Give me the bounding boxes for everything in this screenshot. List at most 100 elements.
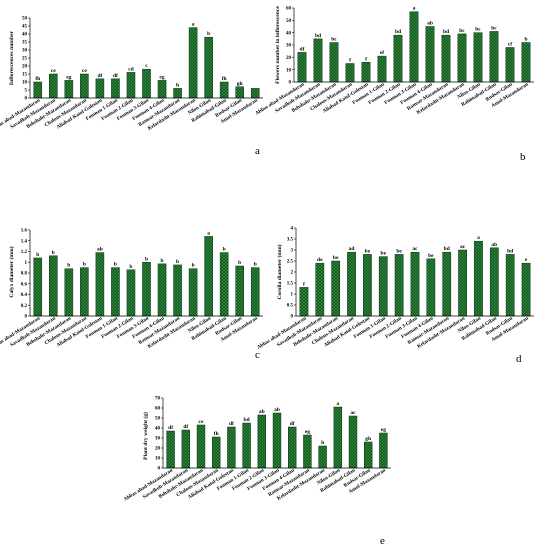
chart-c-bar — [95, 252, 105, 317]
chart-d-bar — [474, 240, 483, 317]
chart-a-bar — [142, 68, 151, 99]
chart-a-bar-label: ce — [51, 68, 56, 74]
chart-b-bar — [377, 55, 387, 83]
chart-e-ytick-label: 30 — [155, 437, 161, 442]
chart-c-bar — [157, 263, 167, 317]
chart-c-bar-label: b — [129, 264, 132, 270]
chart-e-ytick-label: 40 — [155, 427, 161, 432]
chart-e-ytick-label: 70 — [155, 397, 161, 402]
chart-b-ytick-label: 60 — [286, 7, 292, 12]
chart-d-bar — [394, 254, 404, 317]
chart-c-bar — [235, 265, 244, 317]
chart-a-bar-label: h — [176, 82, 179, 88]
chart-e-bar-label: bd — [244, 417, 250, 423]
chart-b-ytick-label: 10 — [286, 68, 292, 73]
chart-c-bar — [204, 236, 213, 317]
chart-d-ytick-label: 1.5 — [287, 282, 294, 287]
chart-c-ytick-label: 0.4 — [21, 293, 28, 298]
chart-b-bar-label: a — [413, 6, 416, 12]
chart-d-panel-label: d — [516, 353, 522, 365]
chart-d-bar — [442, 251, 452, 317]
chart-e-bar — [257, 414, 267, 469]
chart-b-bar-label: bc — [491, 25, 497, 31]
chart-c-ytick-label: 1.2 — [21, 250, 28, 255]
chart-e-ytick-label: 50 — [155, 417, 161, 422]
chart-c-bar-label: b — [52, 250, 55, 256]
chart-a-bar-label: b — [207, 31, 210, 37]
chart-d-ytick-label: 2 — [291, 271, 294, 276]
chart-e-bar-label: ce — [199, 419, 204, 425]
chart-b-bar — [409, 11, 419, 83]
chart-e-bar — [242, 422, 251, 469]
chart-a-bar — [173, 88, 182, 99]
chart-b-bar — [473, 32, 483, 83]
chart-c-bar — [219, 252, 229, 317]
chart-b-bar-label: bd — [315, 33, 321, 39]
chart-e-ytick-label: 10 — [155, 457, 161, 462]
chart-e-bar — [166, 430, 175, 469]
chart-b-ytick-label: 20 — [286, 56, 292, 61]
chart-b-bar — [361, 62, 371, 83]
chart-a-bar-label: a — [192, 22, 195, 28]
chart-c-bar-label: b — [83, 262, 86, 268]
chart-d-bar-label: be — [381, 251, 387, 257]
chart-a-ytick-label: 15 — [22, 73, 28, 78]
chart-d-bar-label: be — [396, 248, 402, 254]
chart-e-bar-label: eg — [381, 427, 386, 433]
chart-e-bar-label: ac — [350, 410, 356, 416]
chart-e-panel-label: e — [380, 535, 385, 547]
chart-b-bar-label: ef — [380, 50, 384, 56]
chart-b-bar — [425, 26, 435, 83]
chart-a-bar-label: eg — [159, 74, 164, 80]
chart-b-bar — [457, 33, 467, 83]
chart-b-panel-label: b — [520, 151, 526, 163]
chart-e-bar — [227, 426, 236, 469]
chart-b-bar-label: ab — [427, 21, 433, 27]
chart-e-bar-label: h — [321, 440, 324, 446]
chart-d-ytick-label: 0.5 — [287, 304, 294, 309]
chart-a-ytick-label: 30 — [22, 49, 28, 54]
chart-d-ylabel: Corolla diameter (mm) — [276, 244, 283, 299]
chart-a-bar — [95, 78, 105, 99]
chart-e-bar — [333, 406, 343, 469]
chart-c-ytick-label: 0.2 — [21, 304, 28, 309]
chart-e-ytick-label: 60 — [155, 407, 161, 412]
chart-c-bar — [188, 268, 198, 317]
chart-a-bar — [157, 80, 167, 99]
chart-a-bar — [64, 80, 74, 99]
chart-e-bar — [303, 434, 312, 469]
chart-d-bar-label: ac — [412, 246, 418, 252]
chart-b-bar-label: bc — [475, 27, 481, 33]
chart-e-bar-label: ab — [274, 407, 280, 413]
chart-d-ytick-label: 2.5 — [287, 260, 294, 265]
chart-b-ytick-label: 30 — [286, 44, 292, 49]
chart-b-bar-label: bd — [395, 29, 401, 35]
chart-e-bar-label: eg — [305, 429, 310, 435]
chart-d-bar — [521, 262, 531, 317]
chart-a-bar-label: eg — [66, 74, 71, 80]
chart-b-bar — [489, 31, 499, 83]
chart-d-ytick-label: 4 — [291, 227, 294, 232]
chart-b-bar-label: bd — [443, 29, 449, 35]
chart-d-bar-label: bd — [507, 248, 513, 254]
chart-c-bar — [173, 264, 182, 317]
chart-d-bar — [426, 258, 436, 317]
chart-b-bar — [441, 34, 451, 83]
chart-a-ytick-label: 5 — [25, 89, 28, 94]
chart-c-bar — [126, 269, 136, 317]
chart-d-ytick-label: 3.5 — [287, 238, 294, 243]
chart-c-bar-label: ab — [97, 247, 103, 253]
chart-d-bar — [299, 287, 309, 317]
chart-e-bar-label: df — [290, 421, 295, 427]
chart-d-ytick-label: 1 — [291, 293, 294, 298]
chart-d-bar-label: be — [365, 248, 371, 254]
chart-e-bar — [272, 412, 282, 469]
chart-d-bar — [505, 254, 515, 317]
chart-c-ytick-label: 0.6 — [21, 282, 28, 287]
chart-a-bar — [204, 36, 213, 99]
chart-d-bar — [315, 262, 325, 317]
